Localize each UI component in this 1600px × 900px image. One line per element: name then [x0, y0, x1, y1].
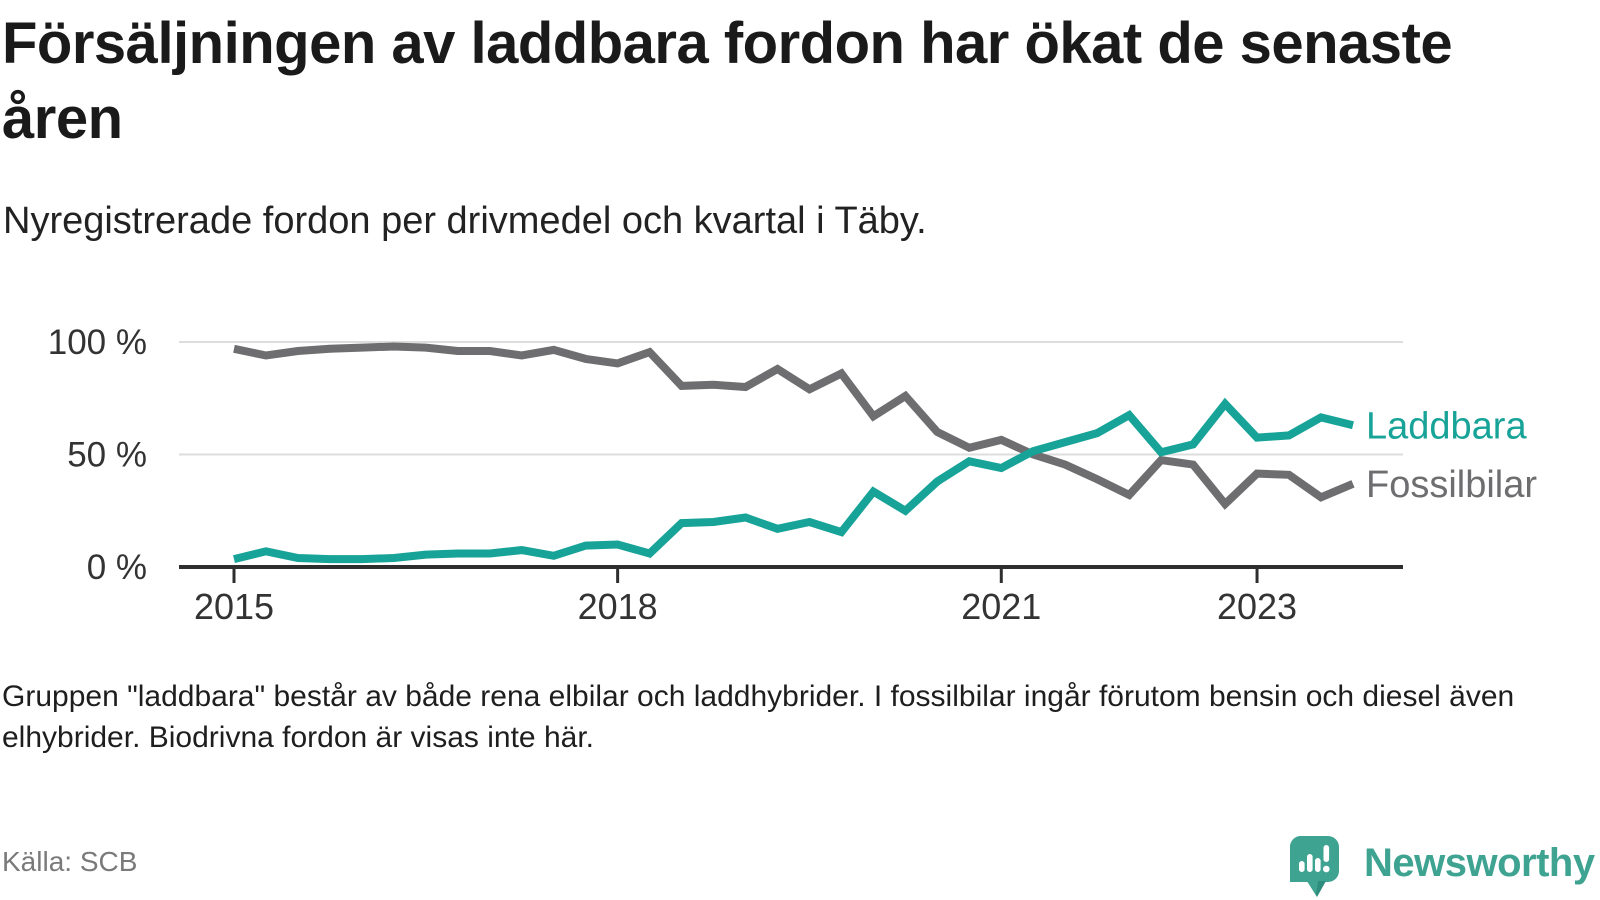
chart-footnote: Gruppen "laddbara" består av både rena e…	[2, 680, 1515, 754]
legend-label-laddbara: Laddbara	[1366, 405, 1527, 447]
x-tick-label: 2015	[194, 586, 274, 627]
x-tick-label: 2023	[1217, 586, 1297, 627]
source-label: Källa: SCB	[2, 846, 138, 877]
y-tick-label: 0 %	[87, 548, 147, 587]
chart-subtitle: Nyregistrerade fordon per drivmedel och …	[3, 200, 927, 242]
x-tick-label: 2018	[578, 586, 658, 627]
legend-label-fossilbilar: Fossilbilar	[1366, 464, 1537, 506]
branding: Newsworthy	[1290, 836, 1595, 900]
x-tick-label: 2021	[961, 586, 1041, 627]
chart-title: Försäljningen av laddbara fordon har öka…	[2, 11, 1453, 151]
series-line-laddbara	[233, 397, 1354, 564]
y-tick-label: 100 %	[48, 323, 147, 362]
line-chart: 100 % 50 % 0 % 2015 2018 2021 2023 Fossilbilar L…	[48, 323, 1538, 627]
series-line-fossilbilar	[233, 342, 1355, 510]
newsworthy-logo-icon	[1290, 836, 1339, 897]
chart-area: 100 % 50 % 0 % 2015 2018 2021 2023 Fossilbilar L…	[0, 290, 1600, 635]
newsworthy-wordmark: Newsworthy	[1364, 841, 1595, 885]
y-tick-label: 50 %	[67, 436, 147, 475]
